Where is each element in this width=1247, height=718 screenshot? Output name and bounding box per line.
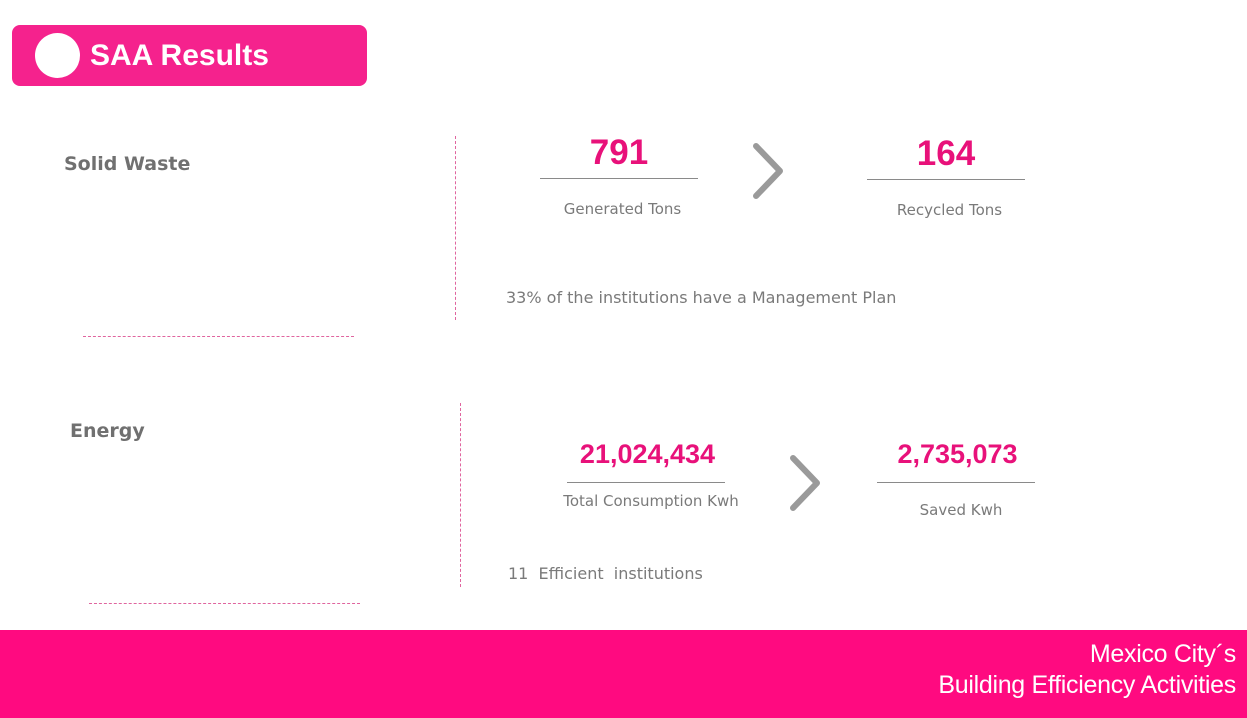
energy-separator <box>89 603 360 604</box>
generated-tons-value: 791 <box>589 133 649 172</box>
generated-tons-rule <box>540 178 698 179</box>
total-consumption-value: 21,024,434 <box>579 439 716 469</box>
recycled-tons-value: 164 <box>916 134 976 173</box>
title-circle-icon <box>35 33 80 78</box>
recycled-tons-label: Recycled Tons <box>896 201 1003 219</box>
footer-line-2: Building Efficiency Activities <box>938 671 1236 699</box>
solid-waste-separator <box>83 336 354 337</box>
chevron-right-icon <box>753 143 783 199</box>
energy-label: Energy <box>70 420 145 442</box>
title-banner: SAA Results <box>12 25 367 86</box>
chevron-right-icon <box>790 455 820 511</box>
energy-note: 11 Efficient institutions <box>508 564 703 583</box>
energy-divider <box>460 403 461 587</box>
page-title: SAA Results <box>90 39 269 72</box>
total-consumption-label: Total Consumption Kwh <box>563 492 739 510</box>
total-consumption-rule <box>567 482 725 483</box>
saved-kwh-value: 2,735,073 <box>897 439 1018 469</box>
saved-kwh-rule <box>877 482 1035 483</box>
solid-waste-divider <box>455 136 456 320</box>
solid-waste-label: Solid Waste <box>64 153 191 175</box>
saved-kwh-label: Saved Kwh <box>919 501 1003 519</box>
generated-tons-label: Generated Tons <box>563 200 682 218</box>
footer-line-1: Mexico City´s <box>1089 640 1236 668</box>
footer-banner: Mexico City´s Building Efficiency Activi… <box>0 630 1247 718</box>
recycled-tons-rule <box>867 179 1025 180</box>
solid-waste-note: 33% of the institutions have a Managemen… <box>506 288 897 307</box>
